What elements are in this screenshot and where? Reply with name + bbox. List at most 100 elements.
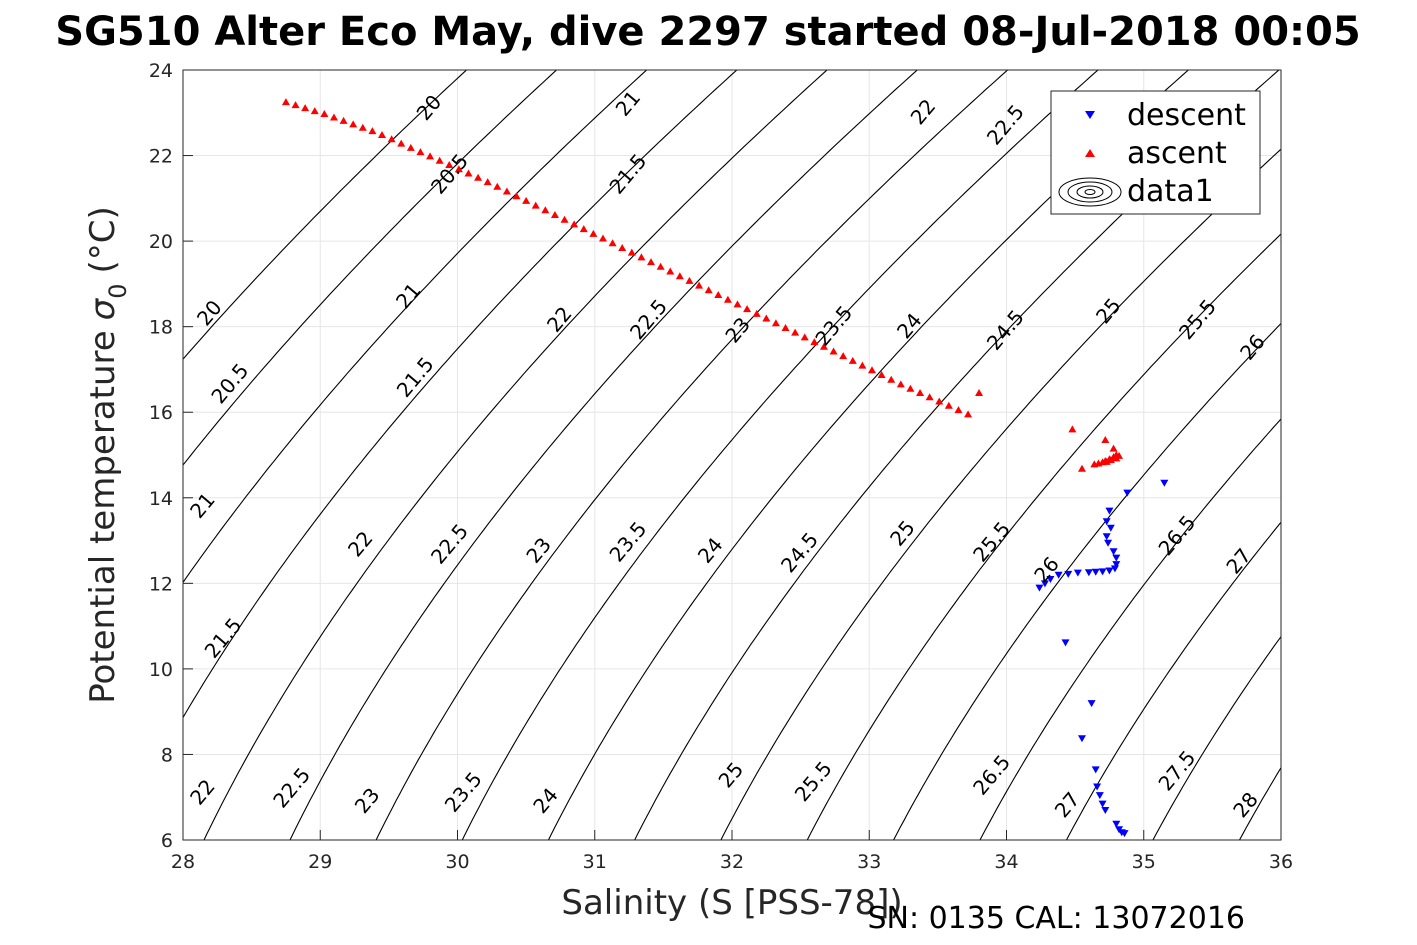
- descent-marker: [1160, 479, 1169, 487]
- y-tick-label: 22: [149, 146, 173, 168]
- ascent-marker: [1090, 460, 1099, 468]
- ascent-marker: [935, 397, 944, 405]
- ascent-marker: [531, 201, 540, 209]
- ascent-marker: [695, 281, 704, 289]
- y-tick-label: 18: [149, 317, 173, 339]
- ascent-marker: [454, 165, 463, 173]
- ascent-marker: [1077, 464, 1086, 472]
- serial-calibration-footer: SN: 0135 CAL: 13072016: [867, 901, 1245, 936]
- ascent-marker: [733, 300, 742, 308]
- ascent-marker: [944, 401, 953, 409]
- ascent-marker: [416, 148, 425, 156]
- ascent-marker: [589, 229, 598, 237]
- y-tick-label: 24: [149, 60, 173, 82]
- density-contour-line: [289, 70, 919, 840]
- ascent-marker: [579, 225, 588, 233]
- ascent-marker: [1112, 454, 1121, 462]
- y-tick-label: 6: [161, 830, 173, 852]
- descent-marker: [1035, 584, 1044, 592]
- ascent-marker: [906, 384, 915, 392]
- ascent-marker: [1068, 425, 1077, 433]
- y-axis-label: Potential temperature σ0 (°C): [83, 206, 132, 704]
- ascent-marker: [647, 258, 656, 266]
- ascent-marker: [349, 120, 358, 128]
- ascent-marker: [848, 356, 857, 364]
- ascent-marker: [627, 248, 636, 256]
- descent-marker: [1046, 576, 1055, 584]
- descent-marker: [1102, 518, 1111, 526]
- y-axis-label-symbol: σ: [83, 297, 123, 320]
- y-tick-label: 10: [149, 659, 173, 681]
- descent-marker: [1098, 800, 1107, 808]
- ascent-marker: [723, 295, 732, 303]
- descent-marker: [1084, 569, 1093, 577]
- ascent-marker: [608, 239, 617, 247]
- ascent-marker: [1101, 436, 1110, 444]
- density-contour-line: [183, 70, 468, 361]
- x-tick-label: 32: [720, 851, 744, 873]
- density-contour-line: [375, 70, 1009, 840]
- descent-marker: [1120, 830, 1129, 838]
- ascent-marker: [541, 206, 550, 214]
- legend: descent ascent data1: [1050, 90, 1261, 215]
- ascent-marker: [598, 234, 607, 242]
- y-tick-label: 12: [149, 573, 173, 595]
- descent-marker: [1054, 571, 1063, 579]
- x-tick-label: 33: [857, 851, 881, 873]
- chart-title: SG510 Alter Eco May, dive 2297 started 0…: [55, 9, 1360, 55]
- ascent-marker: [1102, 457, 1111, 465]
- ascent-marker: [800, 333, 809, 341]
- descent-marker: [1102, 533, 1111, 541]
- y-tick-label: 14: [149, 488, 173, 510]
- ascent-marker: [975, 388, 984, 396]
- ascent-marker: [752, 309, 761, 317]
- ascent-marker: [839, 352, 848, 360]
- descent-marker: [1123, 489, 1132, 497]
- ascent-marker: [493, 182, 502, 190]
- ascent-marker: [925, 393, 934, 401]
- x-tick-label: 34: [994, 851, 1018, 873]
- ascent-marker: [685, 276, 694, 284]
- ascent-marker: [474, 173, 483, 181]
- descent-marker: [1106, 524, 1115, 532]
- density-contour-line: [1065, 521, 1281, 840]
- descent-marker: [1064, 570, 1073, 578]
- x-tick-label: 28: [171, 851, 195, 873]
- ascent-marker: [964, 410, 973, 418]
- ascent-marker: [858, 361, 867, 369]
- descent-marker: [1112, 820, 1121, 828]
- x-tick-label: 31: [583, 851, 607, 873]
- ascent-marker: [522, 196, 531, 204]
- data-markers: [281, 98, 1169, 838]
- density-contour-line: [183, 70, 558, 466]
- ascent-marker: [550, 211, 559, 219]
- ascent-marker: [762, 314, 771, 322]
- ascent-marker: [378, 131, 387, 139]
- descent-marker: [1061, 639, 1070, 647]
- descent-marker: [1077, 735, 1086, 743]
- ascent-marker: [445, 160, 454, 168]
- ascent-marker: [464, 169, 473, 177]
- density-contours: [183, 70, 1281, 840]
- descent-marker: [1112, 561, 1121, 569]
- descent-marker: [1091, 568, 1100, 576]
- ascent-marker: [320, 110, 329, 118]
- ascent-marker: [829, 347, 838, 355]
- density-contour-line: [1152, 635, 1281, 840]
- ascent-marker: [435, 156, 444, 164]
- descent-marker: [1091, 766, 1100, 774]
- y-tick-label: 16: [149, 402, 173, 424]
- ascent-marker: [301, 104, 310, 112]
- ascent-marker: [666, 267, 675, 275]
- descent-marker: [1112, 554, 1121, 562]
- descent-marker: [1101, 807, 1110, 815]
- descent-marker: [1105, 507, 1114, 515]
- descent-marker: [1109, 548, 1118, 556]
- descent-marker: [1040, 580, 1049, 588]
- y-tick-label: 20: [149, 231, 173, 253]
- ascent-marker: [560, 215, 569, 223]
- ascent-marker: [916, 388, 925, 396]
- ascent-marker: [896, 380, 905, 388]
- descent-marker: [1073, 569, 1082, 577]
